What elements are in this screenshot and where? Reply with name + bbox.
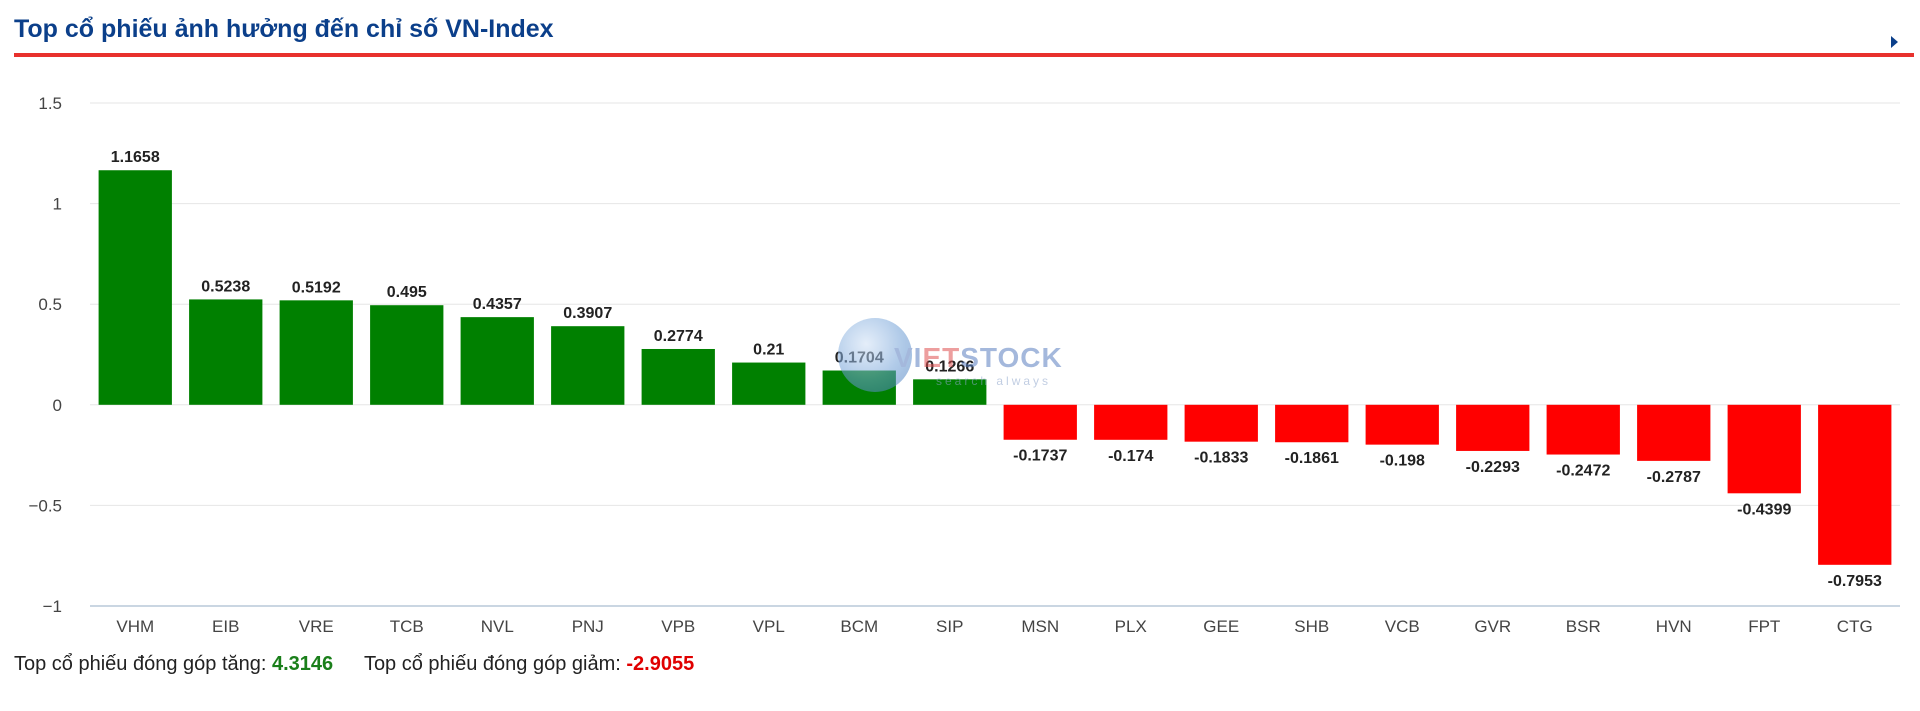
watermark-logo-icon bbox=[838, 318, 912, 392]
y-tick-label: 1.5 bbox=[38, 94, 62, 113]
vnindex-impact-bar-chart: 1.5 1 0.5 0 −0.5 −1 1.1658 VHM 0.5238 EIB 0.5192 VR… bbox=[28, 94, 1900, 636]
bar-shb bbox=[1275, 404, 1349, 443]
bar-vcb bbox=[1365, 404, 1439, 445]
y-tick-label: 0.5 bbox=[38, 295, 62, 314]
x-tick-label: BCM bbox=[840, 617, 878, 636]
x-tick-label: EIB bbox=[212, 617, 239, 636]
data-label: -0.2472 bbox=[1556, 463, 1610, 480]
x-tick-label: MSN bbox=[1021, 617, 1059, 636]
down-contribution-value: -2.9055 bbox=[626, 653, 695, 675]
chart-header: Top cổ phiếu ảnh hưởng đến chỉ số VN-Ind… bbox=[0, 0, 1920, 58]
up-contribution-value: 4.3146 bbox=[272, 653, 334, 675]
bar-sip bbox=[913, 379, 987, 405]
data-label: -0.7953 bbox=[1828, 573, 1882, 590]
data-label: -0.4399 bbox=[1737, 501, 1791, 518]
data-label: 0.1266 bbox=[925, 358, 974, 375]
x-tick-label: GVR bbox=[1474, 617, 1511, 636]
y-tick-label: 1 bbox=[53, 195, 62, 214]
bar-vre bbox=[279, 300, 353, 405]
y-tick-label: −0.5 bbox=[28, 496, 62, 515]
bar-gee bbox=[1184, 404, 1258, 442]
data-label: -0.1861 bbox=[1285, 450, 1339, 467]
bar-pnj bbox=[551, 326, 625, 405]
x-tick-label: BSR bbox=[1566, 617, 1601, 636]
x-tick-label: CTG bbox=[1837, 617, 1873, 636]
down-contribution-label: Top cổ phiếu đóng góp giảm: bbox=[363, 653, 621, 675]
watermark-brand: VIETSTOCK bbox=[894, 342, 1063, 373]
x-tick-label: PLX bbox=[1115, 617, 1147, 636]
data-label: 1.1658 bbox=[111, 149, 160, 166]
data-label: -0.198 bbox=[1380, 453, 1425, 470]
bar-plx bbox=[1094, 404, 1168, 440]
data-label: -0.2787 bbox=[1647, 469, 1701, 486]
x-tick-label: VRE bbox=[299, 617, 334, 636]
data-label: -0.2293 bbox=[1466, 459, 1520, 476]
data-label: -0.174 bbox=[1108, 448, 1153, 465]
x-tick-label: PNJ bbox=[572, 617, 604, 636]
y-tick-label: 0 bbox=[53, 396, 62, 415]
bar-bsr bbox=[1546, 404, 1620, 455]
y-tick-label: −1 bbox=[43, 597, 62, 616]
page-title: Top cổ phiếu ảnh hưởng đến chỉ số VN-Ind… bbox=[14, 15, 554, 43]
bar-gvr bbox=[1456, 404, 1530, 451]
bar-ctg bbox=[1818, 404, 1892, 565]
bar-msn bbox=[1003, 404, 1077, 440]
bar-vpb bbox=[641, 348, 715, 405]
watermark-tagline: search always bbox=[936, 374, 1052, 388]
x-tick-label: NVL bbox=[481, 617, 514, 636]
up-contribution-label: Top cổ phiếu đóng góp tăng: bbox=[14, 653, 267, 675]
data-label: 0.21 bbox=[753, 342, 784, 359]
vietstock-watermark: VIETSTOCK search always bbox=[832, 318, 1102, 398]
bar-nvl bbox=[460, 317, 534, 405]
contribution-summary: Top cổ phiếu đóng góp tăng: 4.3146 Top c… bbox=[14, 653, 694, 676]
title-underline bbox=[14, 53, 1914, 57]
x-tick-label: VPB bbox=[661, 617, 695, 636]
data-label: 0.3907 bbox=[563, 305, 612, 322]
bar-hvn bbox=[1637, 404, 1711, 461]
x-tick-label: TCB bbox=[390, 617, 424, 636]
bar-vhm bbox=[98, 170, 172, 405]
data-label: 0.5192 bbox=[292, 279, 341, 296]
x-tick-label: VPL bbox=[753, 617, 785, 636]
data-label: 0.4357 bbox=[473, 296, 522, 313]
x-tick-label: SHB bbox=[1294, 617, 1329, 636]
data-label: 0.5238 bbox=[201, 278, 250, 295]
data-label: 0.2774 bbox=[654, 328, 703, 345]
x-tick-label: VHM bbox=[116, 617, 154, 636]
x-tick-label: VCB bbox=[1385, 617, 1420, 636]
bar-vpl bbox=[732, 362, 806, 405]
data-label: -0.1737 bbox=[1013, 448, 1067, 465]
x-tick-label: HVN bbox=[1656, 617, 1692, 636]
expand-arrow-icon[interactable] bbox=[1891, 36, 1898, 48]
x-tick-label: GEE bbox=[1203, 617, 1239, 636]
bar-eib bbox=[189, 299, 263, 405]
bar-fpt bbox=[1727, 404, 1801, 494]
x-tick-label: SIP bbox=[936, 617, 963, 636]
bar-tcb bbox=[370, 305, 444, 405]
data-label: -0.1833 bbox=[1194, 450, 1248, 467]
data-label: 0.495 bbox=[387, 284, 427, 301]
x-tick-label: FPT bbox=[1748, 617, 1780, 636]
